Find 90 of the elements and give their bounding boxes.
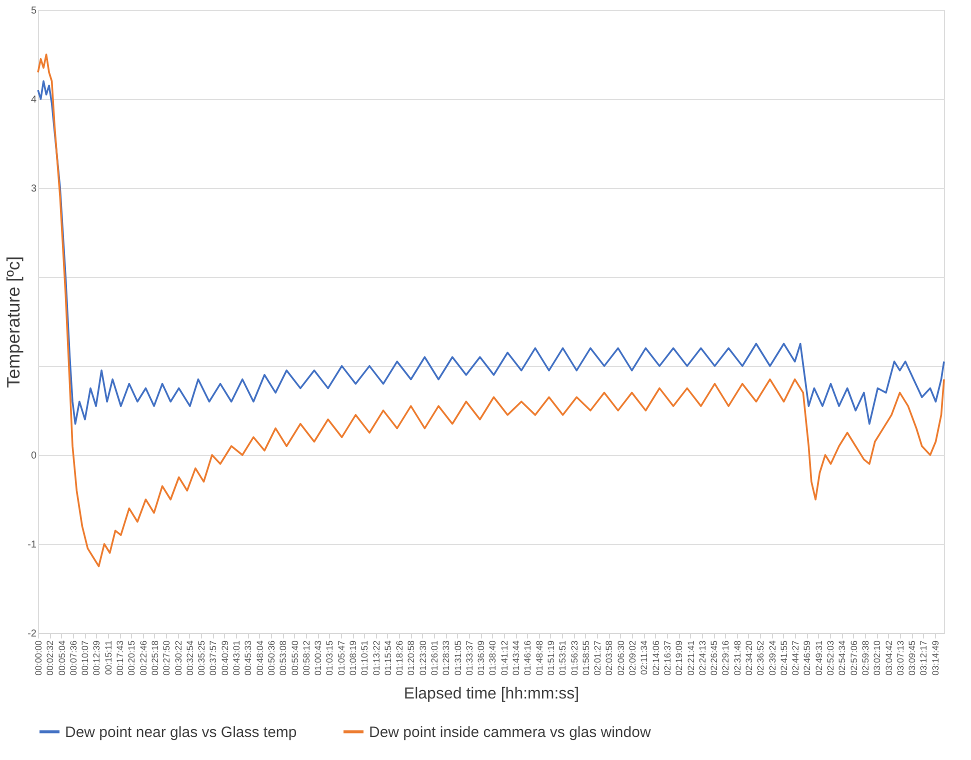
x-tick-label: 02:59:38 <box>860 640 870 676</box>
y-tick-label: -2 <box>28 628 37 640</box>
x-tick-label: 01:10:51 <box>360 640 370 676</box>
x-tick-label: 00:10:07 <box>80 640 90 676</box>
x-tick-label: 01:48:48 <box>534 640 544 676</box>
x-tick-label: 01:56:23 <box>569 640 580 676</box>
legend-label: Dew point inside cammera vs glas window <box>369 724 651 741</box>
x-tick-label: 00:25:18 <box>150 640 160 676</box>
x-tick-label: 00:40:29 <box>220 640 230 676</box>
x-tick-label: 00:30:22 <box>173 640 184 676</box>
x-tick-label: 02:29:16 <box>720 640 731 676</box>
x-tick-label: 02:39:24 <box>767 640 778 676</box>
y-tick-label: -1 <box>28 540 37 550</box>
y-tick-label: 0 <box>30 450 37 462</box>
x-tick-label: 00:05:04 <box>56 640 67 676</box>
x-tick-label: 00:20:15 <box>126 640 137 676</box>
x-tick-label: 03:12:17 <box>918 640 929 676</box>
x-tick-label: 02:57:06 <box>848 640 859 676</box>
x-tick-label: 01:58:55 <box>580 640 591 676</box>
x-tick-label: 02:09:02 <box>628 640 638 676</box>
x-tick-label: 02:03:58 <box>604 640 614 676</box>
x-tick-label: 00:22:46 <box>138 640 148 676</box>
x-tick-label: 01:05:47 <box>336 640 346 676</box>
x-tick-label: 00:45:33 <box>243 640 254 676</box>
x-tick-label: 02:24:13 <box>697 640 708 676</box>
x-tick-label: 02:31:48 <box>732 640 742 676</box>
x-tick-label: 00:35:25 <box>196 640 207 676</box>
x-tick-label: 03:07:13 <box>895 640 906 676</box>
x-tick-label: 02:19:09 <box>674 640 684 676</box>
x-tick-label: 01:51:19 <box>546 640 556 676</box>
x-tick-label: 01:26:01 <box>429 640 440 676</box>
x-tick-label: 01:13:22 <box>371 640 382 676</box>
x-tick-label: 01:28:33 <box>441 640 452 676</box>
legend-label: Dew point near glas vs Glass temp <box>65 724 297 741</box>
x-tick-label: 02:46:59 <box>802 640 812 676</box>
x-tick-label: 02:01:27 <box>592 640 603 676</box>
x-tick-label: 00:32:54 <box>184 640 195 676</box>
x-tick-label: 01:31:05 <box>452 640 463 676</box>
x-tick-label: 01:53:51 <box>558 640 568 676</box>
x-tick-label: 00:02:32 <box>45 640 56 676</box>
x-tick-label: 00:12:39 <box>92 640 102 676</box>
x-tick-label: 00:48:04 <box>254 640 265 676</box>
x-tick-label: 01:15:54 <box>382 640 393 676</box>
x-tick-label: 01:00:43 <box>313 640 324 676</box>
x-tick-label: 02:54:34 <box>837 640 848 676</box>
x-tick-label: 03:02:10 <box>872 640 882 676</box>
x-tick-label: 01:41:12 <box>499 640 510 676</box>
x-tick-label: 02:11:34 <box>639 640 650 675</box>
y-tick-label: 5 <box>30 6 37 16</box>
x-tick-label: 01:33:37 <box>464 640 474 676</box>
x-tick-label: 02:44:27 <box>790 640 801 676</box>
x-tick-label: 02:16:37 <box>662 640 672 676</box>
x-tick-label: 01:46:16 <box>522 640 533 676</box>
line-series <box>37 80 945 425</box>
x-tick-label: 02:21:41 <box>686 640 696 676</box>
x-tick-label: 03:04:42 <box>884 640 894 676</box>
x-tick-label: 02:52:03 <box>826 640 836 676</box>
x-tick-label: 02:34:20 <box>744 640 754 676</box>
x-tick-label: 02:14:06 <box>650 640 661 676</box>
x-tick-label: 02:36:52 <box>756 640 766 676</box>
x-tick-label: 00:00:00 <box>34 640 44 676</box>
x-tick-label: 01:20:58 <box>406 640 416 676</box>
x-tick-label: 03:09:45 <box>907 640 918 676</box>
x-tick-label: 01:38:40 <box>488 640 498 676</box>
x-tick-label: 02:41:55 <box>778 640 789 676</box>
x-tick-label: 02:49:31 <box>814 640 824 676</box>
x-tick-label: 00:50:36 <box>266 640 276 676</box>
x-tick-label: 00:43:01 <box>232 640 242 676</box>
x-tick-label: 00:55:40 <box>290 640 300 676</box>
x-tick-label: 00:27:50 <box>162 640 172 676</box>
x-tick-label: 00:58:12 <box>301 640 312 676</box>
y-axis-title: Temperature [ºc] <box>4 256 24 388</box>
x-tick-label: 00:07:36 <box>68 640 78 676</box>
y-tick-label: 3 <box>30 184 37 194</box>
x-tick-label: 01:08:19 <box>348 640 358 676</box>
x-tick-label: 02:26:45 <box>709 640 720 676</box>
x-tick-label: 00:17:43 <box>115 640 126 676</box>
x-tick-label: 01:43:44 <box>511 640 522 676</box>
line-series <box>37 54 945 568</box>
x-tick-label: 00:37:57 <box>208 640 218 676</box>
x-tick-label: 00:15:11 <box>103 640 114 675</box>
x-axis-title: Elapsed time [hh:mm:ss] <box>404 686 580 703</box>
x-tick-label: 01:36:09 <box>476 640 486 676</box>
x-tick-label: 01:23:30 <box>418 640 428 676</box>
x-tick-label: 00:53:08 <box>278 640 288 676</box>
x-tick-label: 01:18:26 <box>394 640 405 676</box>
x-tick-label: 03:14:49 <box>930 640 940 676</box>
y-tick-label: 4 <box>30 94 37 106</box>
x-tick-label: 02:06:30 <box>616 640 626 676</box>
x-tick-label: 01:03:15 <box>324 640 335 676</box>
